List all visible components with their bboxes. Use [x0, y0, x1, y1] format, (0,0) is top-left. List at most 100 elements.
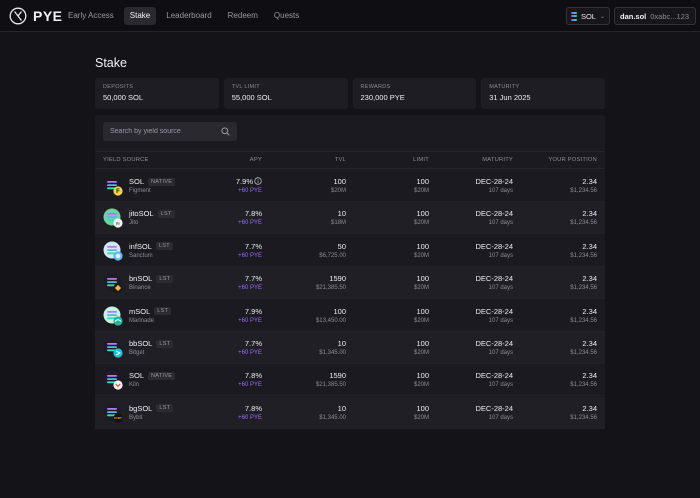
token-name: bnSOL	[129, 274, 153, 284]
apy-bonus: +60 PYE	[238, 414, 262, 421]
svg-text:BYBIT: BYBIT	[114, 416, 122, 420]
bybit-icon: BYBIT	[103, 403, 123, 423]
position-value: 2.34	[582, 241, 597, 251]
position-value: 2.34	[582, 403, 597, 413]
tvl-value: 1590	[329, 371, 346, 381]
maturity-days: 107 days	[488, 382, 513, 389]
table-row[interactable]: infSOL LST Sanctum 7.7% +60 PYE 50 $6,725.00 10…	[95, 235, 605, 267]
stat-deposits: DEPOSITS 50,000 SOL	[95, 78, 219, 109]
provider-name: Jito	[129, 220, 139, 227]
table-row[interactable]: SOL NATIVE Kiln 7.8% +60 PYE 1590 $21,385.50 10…	[95, 364, 605, 397]
apy-cell: 7.9%	[245, 307, 262, 316]
table-row[interactable]: F SOL NATIVE Figment 7.9% +60 PYE 100 $20M 100 $2…	[95, 170, 605, 202]
apy-bonus: +60 PYE	[238, 188, 262, 194]
provider-name: Bybit	[129, 414, 143, 421]
apy-cell: 7.9%	[236, 177, 262, 186]
marinade-icon	[103, 306, 123, 326]
figment-icon: F	[103, 176, 123, 196]
yield-table: YIELD SOURCE APY TVL LIMIT MATURITY YOUR…	[95, 115, 605, 429]
position-usd: $1,234.56	[570, 414, 597, 421]
token-type-badge: NATIVE	[148, 177, 176, 186]
table-row[interactable]: mSOL LST Marinade 7.9% +60 PYE 100 $13,450.00 1…	[95, 300, 605, 332]
wallet-button[interactable]: dan.sol 0xabc...123	[614, 7, 696, 25]
tvl-value: 10	[337, 209, 346, 219]
table-row[interactable]: jito jitoSOL LST Jito 7.8% +60 PYE 10 $18M 100 $2…	[95, 202, 605, 235]
apy-cell: 7.8%	[245, 209, 262, 218]
table-row[interactable]: bbSOL LST Bitget 7.7% +60 PYE 10 $1,345.00 100 $…	[95, 332, 605, 364]
limit-value: 100	[416, 339, 429, 348]
brand-logo[interactable]: PYE	[9, 7, 63, 25]
wallet-address: 0xabc...123	[650, 11, 690, 21]
tab-stake[interactable]: Stake	[123, 7, 157, 25]
token-name-line: infSOL LST	[129, 242, 173, 251]
stats-bar: DEPOSITS 50,000 SOL TVL LIMIT 55,000 SOL…	[95, 78, 605, 109]
limit-usd: $20M	[413, 220, 429, 227]
token-name: infSOL	[129, 241, 152, 251]
apy-value: 7.7%	[244, 274, 262, 284]
provider-name: Binance	[129, 285, 151, 292]
tvl-usd: $6,725.00	[319, 252, 346, 259]
search-input[interactable]	[110, 128, 210, 135]
limit-usd: $20M	[413, 317, 429, 324]
tvl-usd: $18M	[330, 220, 346, 227]
provider-name: Marinade	[129, 317, 155, 324]
apy-cell: 7.7%	[245, 274, 262, 283]
token-name-line: SOL NATIVE	[129, 371, 176, 380]
apy-bonus: +60 PYE	[238, 317, 262, 324]
header-yield-source: YIELD SOURCE	[103, 157, 149, 163]
tab-leaderboard[interactable]: Leaderboard	[166, 11, 212, 20]
token-name: bbSOL	[129, 339, 153, 348]
header-your-position: YOUR POSITION	[548, 157, 597, 163]
maturity-date: DEC-28-24	[475, 209, 513, 219]
position-value: 2.34	[582, 371, 597, 381]
table-row[interactable]: BYBIT bgSOL LST Bybit 7.8% +60 PYE 10 $1,345.00…	[95, 396, 605, 429]
token-type-badge: LST	[156, 339, 174, 348]
token-name: SOL	[129, 177, 145, 186]
tvl-value: 10	[337, 339, 346, 348]
token-type-badge: NATIVE	[148, 371, 176, 380]
tvl-value: 10	[337, 403, 346, 413]
tab-quests[interactable]: Quests	[273, 11, 300, 20]
tvl-usd: $13,450.00	[315, 317, 346, 324]
chain-selector[interactable]: SOL ⌄	[566, 7, 610, 25]
apy-bonus: +60 PYE	[238, 382, 262, 389]
tab-early-access[interactable]: Early Access	[68, 11, 114, 20]
stat-label: MATURITY	[489, 84, 520, 90]
limit-usd: $20M	[413, 414, 429, 421]
maturity-days: 107 days	[488, 350, 513, 356]
wallet-name: dan.sol	[620, 11, 647, 21]
search-box[interactable]	[103, 122, 237, 141]
position-usd: $1,234.56	[570, 188, 597, 194]
position-value: 2.34	[582, 306, 597, 316]
tab-redeem[interactable]: Redeem	[227, 11, 258, 20]
maturity-date: DEC-28-24	[475, 339, 513, 348]
sanctum-icon	[103, 241, 123, 261]
stat-maturity: MATURITY 31 Jun 2025	[481, 78, 605, 109]
pye-logo-icon	[9, 7, 27, 25]
provider-name: Kiln	[129, 382, 140, 389]
token-type-badge: LST	[157, 209, 175, 218]
search-icon[interactable]	[221, 127, 230, 136]
apy-cell: 7.7%	[245, 339, 262, 348]
position-value: 2.34	[582, 177, 597, 186]
stat-tvl-limit: TVL LIMIT 55,000 SOL	[223, 78, 348, 109]
limit-usd: $20M	[413, 382, 429, 389]
token-type-badge: LST	[154, 307, 172, 316]
table-row[interactable]: bnSOL LST Binance 7.7% +60 PYE 1590 $21,385.50…	[95, 267, 605, 300]
apy-cell: 7.7%	[245, 242, 262, 251]
stat-label: TVL LIMIT	[231, 84, 260, 90]
tvl-value: 50	[337, 241, 346, 251]
info-icon[interactable]	[254, 177, 262, 185]
jito-icon: jito	[103, 208, 123, 228]
tvl-value: 100	[333, 306, 346, 316]
apy-cell: 7.8%	[245, 404, 262, 413]
maturity-date: DEC-28-24	[475, 177, 513, 186]
token-name-line: SOL NATIVE	[129, 177, 176, 186]
solana-icon	[571, 11, 577, 21]
position-usd: $1,234.56	[570, 285, 597, 292]
stat-label: REWARDS	[360, 84, 391, 90]
chevron-down-icon: ⌄	[599, 13, 605, 20]
token-type-badge: LST	[156, 404, 174, 413]
limit-usd: $20M	[413, 188, 429, 194]
binance-icon	[103, 273, 123, 293]
